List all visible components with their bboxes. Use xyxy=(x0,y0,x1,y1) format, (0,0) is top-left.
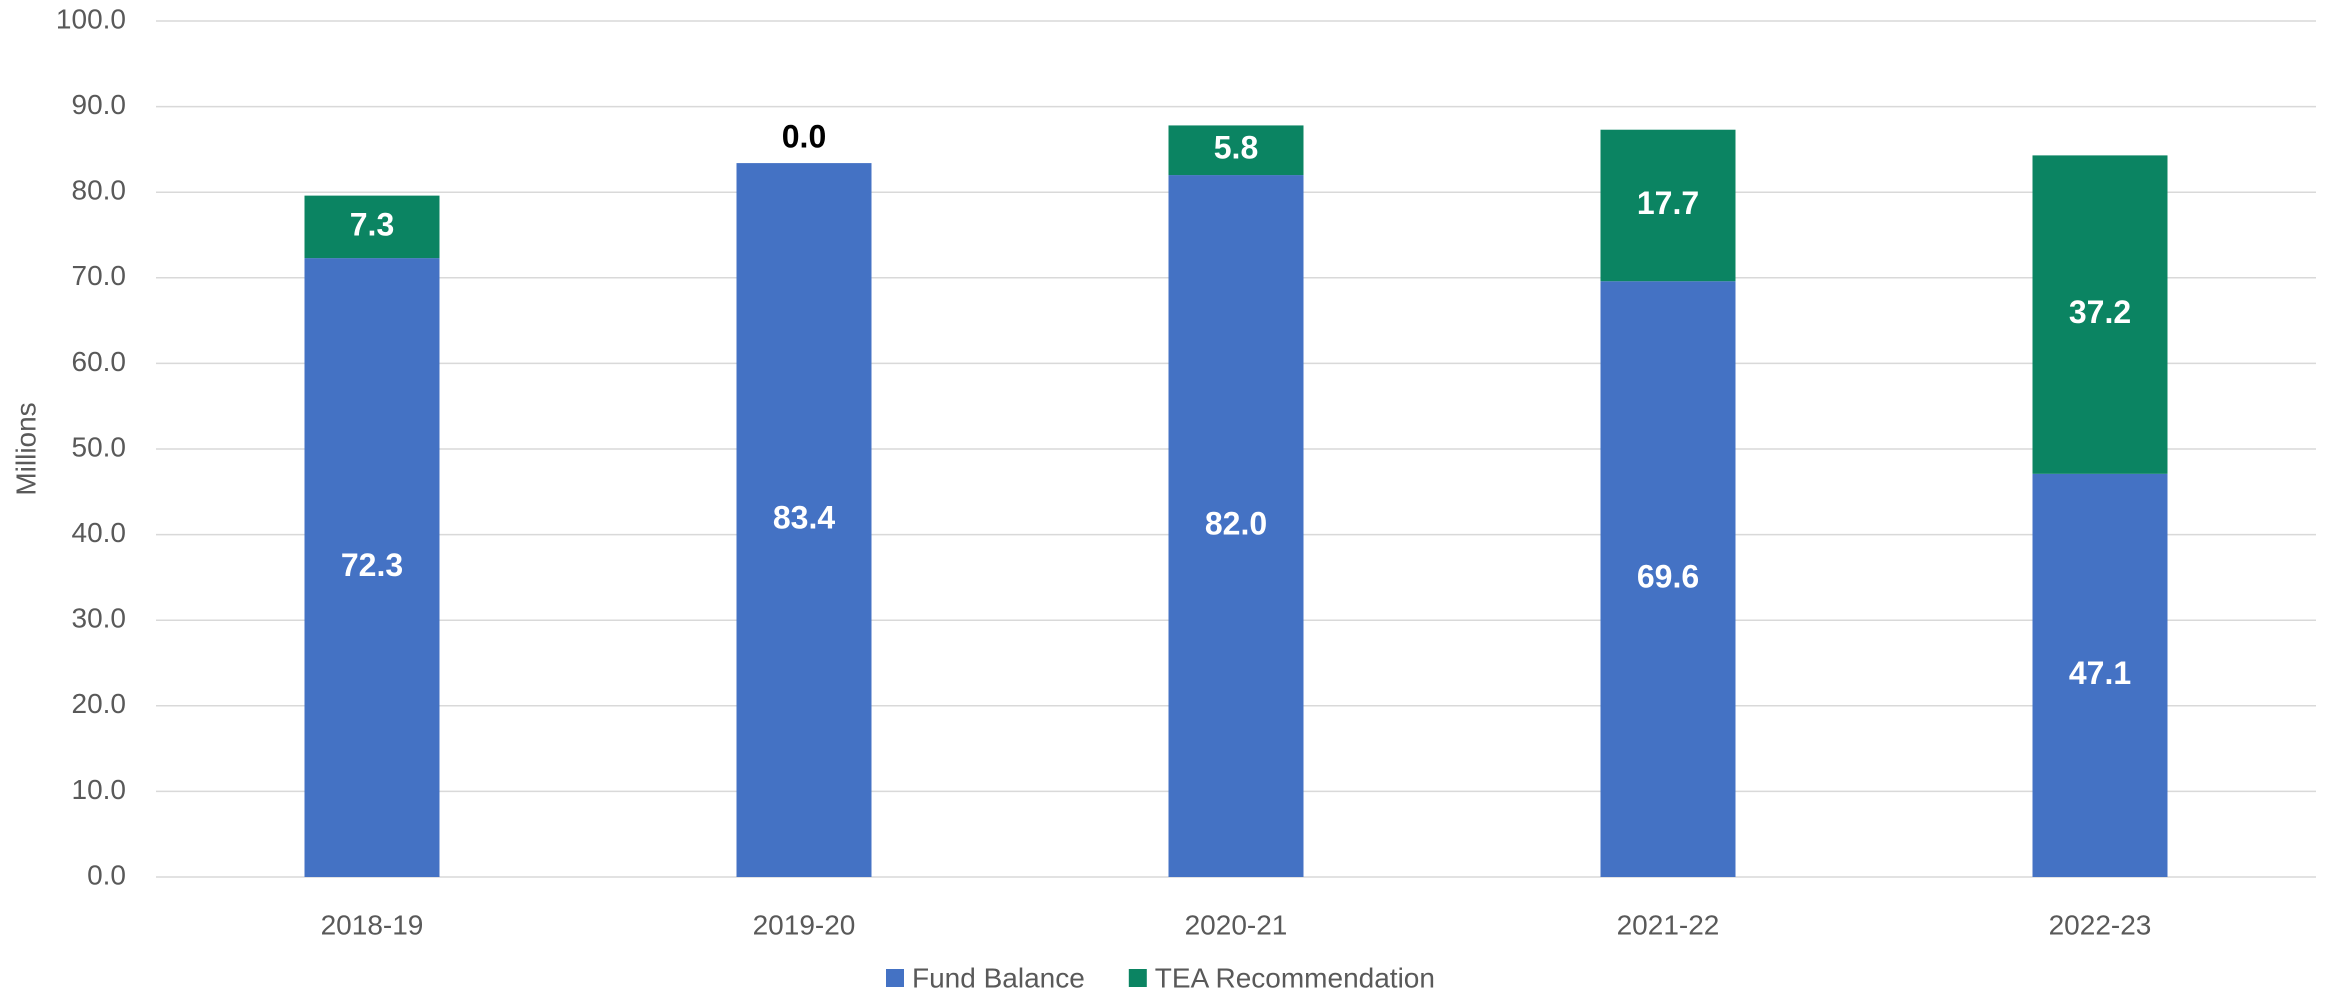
data-label: 0.0 xyxy=(782,119,826,155)
data-label: 7.3 xyxy=(350,206,394,242)
x-tick-label: 2021-22 xyxy=(1617,909,1720,940)
y-tick-label: 40.0 xyxy=(72,517,127,548)
data-label: 17.7 xyxy=(1637,185,1699,221)
x-tick-label: 2019-20 xyxy=(753,909,856,940)
data-label: 72.3 xyxy=(341,547,403,583)
data-label: 82.0 xyxy=(1205,505,1267,541)
y-tick-label: 100.0 xyxy=(56,3,126,34)
y-tick-label: 60.0 xyxy=(72,346,127,377)
data-label: 83.4 xyxy=(773,500,835,536)
x-tick-label: 2018-19 xyxy=(321,909,424,940)
data-label: 69.6 xyxy=(1637,559,1699,595)
bar-segment xyxy=(1168,175,1304,877)
y-tick-label: 20.0 xyxy=(72,688,127,719)
legend-swatch xyxy=(1128,969,1147,987)
data-label: 47.1 xyxy=(2069,655,2131,691)
y-tick-label: 50.0 xyxy=(72,431,127,462)
y-tick-label: 80.0 xyxy=(72,175,127,206)
bar-segment xyxy=(304,258,440,877)
y-tick-label: 0.0 xyxy=(87,859,126,890)
x-tick-label: 2022-23 xyxy=(2049,909,2152,940)
data-label: 37.2 xyxy=(2069,294,2131,330)
bar-segment xyxy=(1600,129,1736,282)
bar-segment xyxy=(1168,125,1304,176)
legend-label: Fund Balance xyxy=(912,962,1085,993)
y-tick-label: 70.0 xyxy=(72,260,127,291)
y-tick-label: 90.0 xyxy=(72,89,127,120)
bar-segment xyxy=(2032,155,2168,474)
legend-swatch xyxy=(886,969,904,987)
bar-segment xyxy=(2032,473,2168,877)
y-tick-label: 10.0 xyxy=(72,774,127,805)
bar-segment xyxy=(304,195,440,259)
data-label: 5.8 xyxy=(1214,130,1258,166)
y-tick-label: 30.0 xyxy=(72,603,127,634)
x-tick-label: 2020-21 xyxy=(1185,909,1288,940)
y-axis-label: Millions xyxy=(10,402,41,495)
bar-segment xyxy=(736,163,872,877)
bar-segment xyxy=(1600,281,1736,877)
legend-label: TEA Recommendation xyxy=(1155,962,1435,993)
